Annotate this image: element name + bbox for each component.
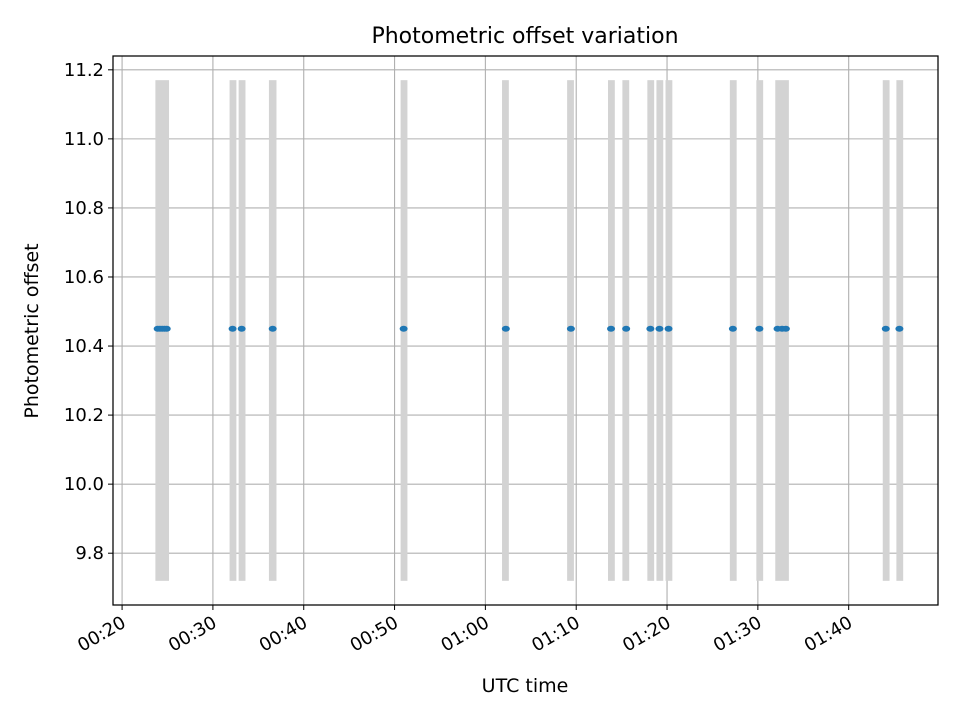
data-point [399, 325, 408, 332]
y-tick-label: 9.8 [75, 543, 104, 564]
data-point [622, 325, 631, 332]
y-axis-label: Photometric offset [21, 243, 43, 418]
data-points [153, 325, 904, 332]
data-point [881, 325, 890, 332]
data-point [237, 325, 246, 332]
plot-frame [112, 55, 939, 606]
data-point [607, 325, 616, 332]
data-point [755, 325, 764, 332]
data-point [566, 325, 575, 332]
y-tick-label: 11.2 [64, 60, 104, 81]
data-point [781, 325, 790, 332]
y-axis-ticks: 9.8 10.0 10.2 10.4 10.6 10.8 11.0 11.2 [64, 60, 113, 564]
grid [113, 56, 938, 605]
y-tick-label: 10.6 [64, 267, 104, 288]
data-point [655, 325, 664, 332]
chart-title: Photometric offset variation [371, 24, 678, 49]
data-point [268, 325, 277, 332]
y-tick-label: 10.0 [64, 474, 104, 495]
data-point [228, 325, 237, 332]
data-point [501, 325, 510, 332]
x-axis-label: UTC time [482, 675, 569, 697]
y-tick-label: 10.2 [64, 405, 104, 426]
y-tick-label: 10.8 [64, 198, 104, 219]
data-point [728, 325, 737, 332]
data-point [664, 325, 673, 332]
data-point [162, 325, 171, 332]
y-tick-label: 11.0 [64, 129, 104, 150]
y-tick-label: 10.4 [64, 336, 104, 357]
data-point [646, 325, 655, 332]
data-point [895, 325, 904, 332]
